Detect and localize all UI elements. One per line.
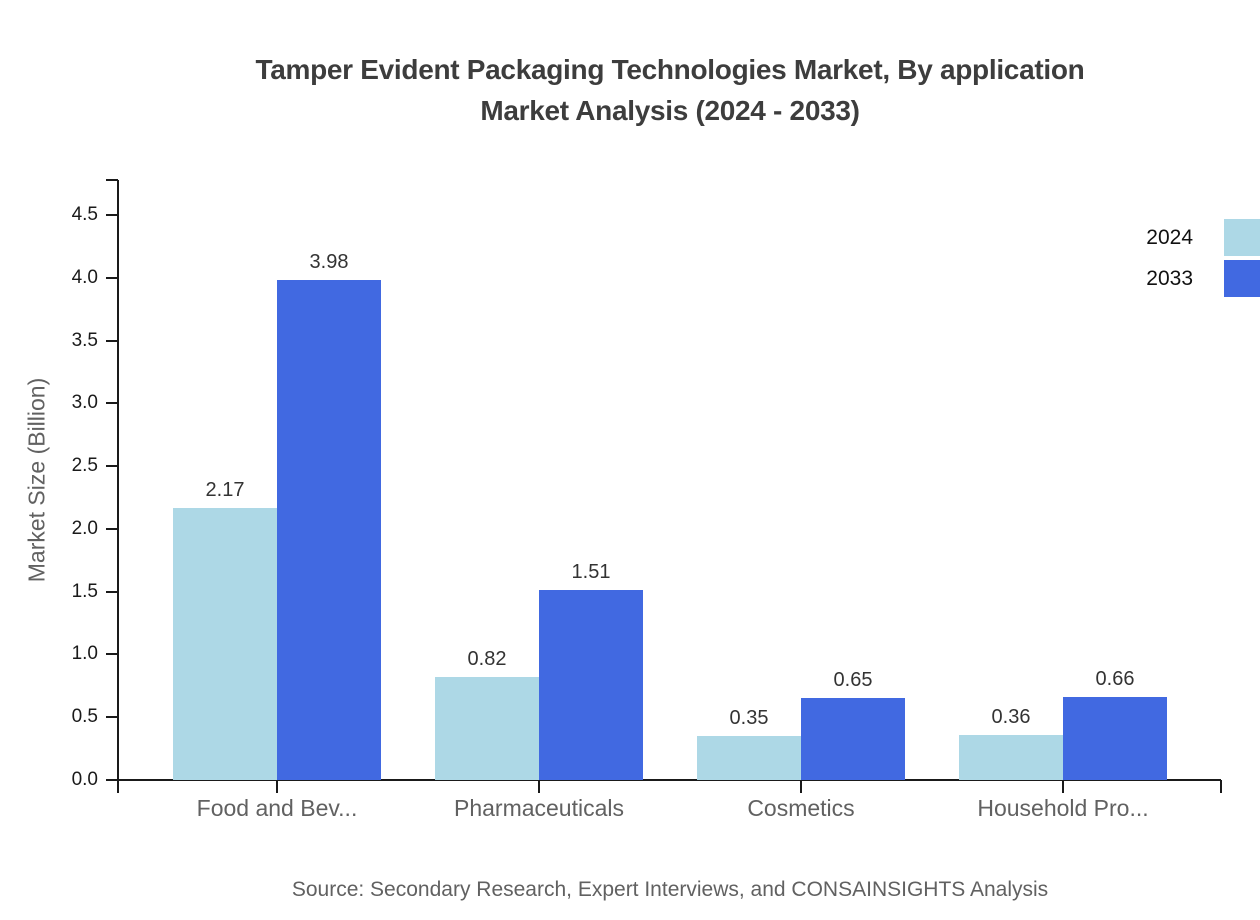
y-axis-end-cap xyxy=(106,179,118,181)
x-axis-category-label: Pharmaceuticals xyxy=(453,795,625,821)
legend-label-2024: 2024 xyxy=(1146,225,1193,249)
bar-2033-4 xyxy=(1063,697,1167,780)
y-axis-tick-label: 0.5 xyxy=(71,706,98,728)
bar-value-label: 3.98 xyxy=(309,251,349,274)
x-axis-tick xyxy=(538,780,540,793)
x-axis-tick xyxy=(800,780,802,793)
bar-2033-1 xyxy=(277,280,381,780)
y-axis-tick-label: 4.0 xyxy=(71,266,98,288)
y-axis-tick-label: 3.5 xyxy=(71,329,98,351)
y-axis-tick-label: 2.5 xyxy=(71,455,98,477)
legend-swatch-2033 xyxy=(1224,260,1260,297)
y-axis-tick xyxy=(106,213,118,216)
x-axis-tick xyxy=(1062,780,1064,793)
x-axis-tick xyxy=(276,780,278,793)
bar-2024-3 xyxy=(697,736,801,780)
chart-title-line2: Market Analysis (2024 - 2033) xyxy=(480,95,860,126)
y-axis-tick xyxy=(106,465,118,468)
x-axis-category-label: Household Pro... xyxy=(977,795,1149,821)
y-axis-tick-label: 0.0 xyxy=(71,769,98,790)
chart-title-line1: Tamper Evident Packaging Technologies Ma… xyxy=(255,54,1085,85)
bar-value-label: 0.35 xyxy=(729,707,769,730)
legend-item-2033: 2033 xyxy=(1100,260,1260,297)
bar-value-label: 0.82 xyxy=(467,648,507,671)
y-axis-tick xyxy=(106,590,118,593)
bar-2033-2 xyxy=(539,590,643,780)
x-axis-end-cap xyxy=(1220,780,1222,793)
bar-2033-3 xyxy=(801,698,905,780)
bar-value-label: 0.66 xyxy=(1095,668,1135,691)
bar-2024-2 xyxy=(435,677,539,780)
y-axis-tick-label: 2.0 xyxy=(71,517,98,539)
x-axis-category-label: Food and Bev... xyxy=(196,795,358,821)
legend-label-2033: 2033 xyxy=(1146,266,1193,290)
y-axis-tick-label: 3.0 xyxy=(71,392,98,414)
y-axis-tick-label: 1.5 xyxy=(71,580,98,602)
y-axis-tick xyxy=(106,339,118,342)
bar-value-label: 0.65 xyxy=(833,669,873,692)
y-axis-line xyxy=(117,180,119,781)
x-axis-line xyxy=(117,779,1221,781)
y-axis-tick xyxy=(106,653,118,656)
x-axis-end-cap xyxy=(117,780,119,793)
y-axis-tick-label: 1.0 xyxy=(71,643,98,665)
chart-title: Tamper Evident Packaging Technologies Ma… xyxy=(80,49,1260,131)
y-axis-tick xyxy=(106,402,118,405)
y-axis-tick xyxy=(106,716,118,719)
bar-value-label: 2.17 xyxy=(205,478,245,501)
y-axis-tick xyxy=(106,527,118,530)
y-axis-tick xyxy=(106,276,118,279)
source-note: Source: Secondary Research, Expert Inter… xyxy=(291,878,1049,901)
y-axis-tick xyxy=(106,779,118,781)
legend-item-2024: 2024 xyxy=(1100,219,1260,256)
bar-2024-1 xyxy=(173,507,277,780)
bar-value-label: 0.36 xyxy=(991,705,1031,728)
legend-swatch-2024 xyxy=(1224,219,1260,256)
bar-2024-4 xyxy=(959,734,1063,780)
y-axis-tick-label: 4.5 xyxy=(71,203,98,225)
x-axis-category-label: Cosmetics xyxy=(747,795,855,821)
bar-value-label: 1.51 xyxy=(571,561,611,584)
